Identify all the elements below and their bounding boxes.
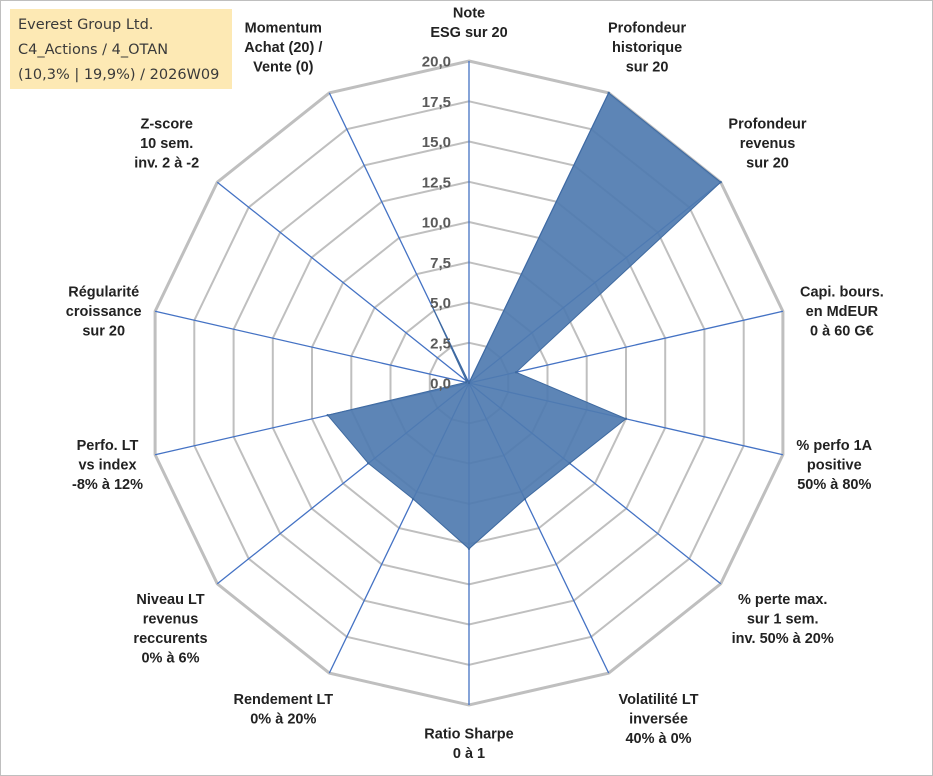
category-label-line: 0% à 6% [141,651,199,667]
category-label-line: Achat (20) / [244,40,322,56]
category-label-line: inv. 2 à -2 [134,155,199,171]
category-label-line: Volatilité LT [618,692,698,708]
category-label-line: sur 20 [82,323,125,339]
category-label-line: 0 à 1 [453,746,485,762]
tick-label: 7,5 [430,255,451,272]
category-label: Profondeur historique sur 20 [608,20,686,75]
tick-label: 17,5 [422,94,451,111]
category-label-line: 0 à 60 G€ [810,323,874,339]
category-label-line: revenus [740,136,796,152]
category-label-line: 10 sem. [140,136,193,152]
category-label: Perfo. LT vs index -8% à 12% [72,438,143,493]
category-label-line: % perte max. [738,592,827,608]
category-label-line: -8% à 12% [72,477,143,493]
category-label-line: Note [453,6,485,22]
title-box: Everest Group Ltd. C4_Actions / 4_OTAN (… [10,9,232,89]
category-label-line: reccurents [133,631,207,647]
title-stats: (10,3% | 19,9%) / 2026W09 [18,67,220,83]
category-label: % perfo 1A positive 50% à 80% [796,438,872,493]
series-point [465,379,468,383]
category-label-line: % perfo 1A [796,438,872,454]
category-label: Rendement LT 0% à 20% [233,692,333,728]
category-label-line: positive [807,458,862,474]
tick-label: 12,5 [422,174,451,191]
category-label-line: sur 20 [746,155,789,171]
category-label-line: Perfo. LT [77,438,139,454]
spoke-line [468,310,784,384]
category-label: Niveau LT revenus reccurents 0% à 6% [133,592,207,667]
category-label-line: Profondeur [728,116,806,132]
series-point [568,462,571,465]
category-label-line: Rendement LT [233,692,333,708]
category-label-line: ESG sur 20 [430,25,507,41]
category-label: % perte max. sur 1 sem. inv. 50% à 20% [732,592,834,647]
category-label-line: sur 20 [626,59,669,75]
tick-label: 10,0 [422,215,451,232]
category-label: Capi. bours. en MdEUR 0 à 60 G€ [800,284,884,339]
category-label-line: Régularité [68,284,139,300]
series-point [430,304,434,308]
spoke-line [216,181,470,384]
series-point [624,417,628,420]
category-label-line: Z-score [141,116,193,132]
tick-label: 20,0 [422,54,451,71]
tick-label: 2,5 [430,335,451,352]
category-label-line: sur 1 sem. [747,612,819,628]
title-company: Everest Group Ltd. [18,17,154,33]
category-label: Note ESG sur 20 [430,6,507,42]
category-label-line: Niveau LT [136,592,204,608]
category-label: Momentum Achat (20) / Vente (0) [244,20,322,75]
category-label-line: inv. 50% à 20% [732,631,834,647]
series-point [411,497,415,501]
category-label-line: revenus [143,612,199,628]
tick-label: 15,0 [422,134,451,151]
series-point [467,547,471,550]
category-label-line: 40% à 0% [625,731,691,747]
series-point [514,371,518,374]
category-label-line: en MdEUR [806,304,879,320]
category-label-line: Momentum [245,20,322,36]
series-point [326,414,329,417]
series-point [719,181,722,184]
radar-tick-labels: 0,0 2,5 5,0 7,5 10,0 12,5 15,0 17,5 20,0 [422,54,451,393]
radar-category-labels: Note ESG sur 20 Profondeur historique sur 20… [66,6,884,763]
category-label-line: Vente (0) [253,59,314,75]
category-label-line: inversée [629,712,688,728]
tick-label: 5,0 [430,295,451,312]
series-point [467,381,471,385]
category-label-line: croissance [66,304,142,320]
category-label: Volatilité LT inversée 40% à 0% [618,692,698,747]
category-label-line: vs index [78,458,136,474]
tick-label: 0,0 [430,376,451,393]
category-label-line: 0% à 20% [250,712,316,728]
category-label-line: historique [612,40,682,56]
series-point [523,497,527,501]
spoke-line [154,310,470,384]
radar-series [326,91,722,550]
category-label-line: Profondeur [608,20,686,36]
title-category: C4_Actions / 4_OTAN [18,42,169,58]
category-label-line: 50% à 80% [797,477,871,493]
category-label: Z-score 10 sem. inv. 2 à -2 [134,116,199,171]
category-label-line: Capi. bours. [800,284,884,300]
category-label: Profondeur revenus sur 20 [728,116,806,171]
series-point [607,91,610,95]
category-label-line: Ratio Sharpe [424,727,513,743]
series-point [367,462,370,465]
category-label: Ratio Sharpe 0 à 1 [424,727,513,763]
category-label: Régularité croissance sur 20 [66,284,142,339]
